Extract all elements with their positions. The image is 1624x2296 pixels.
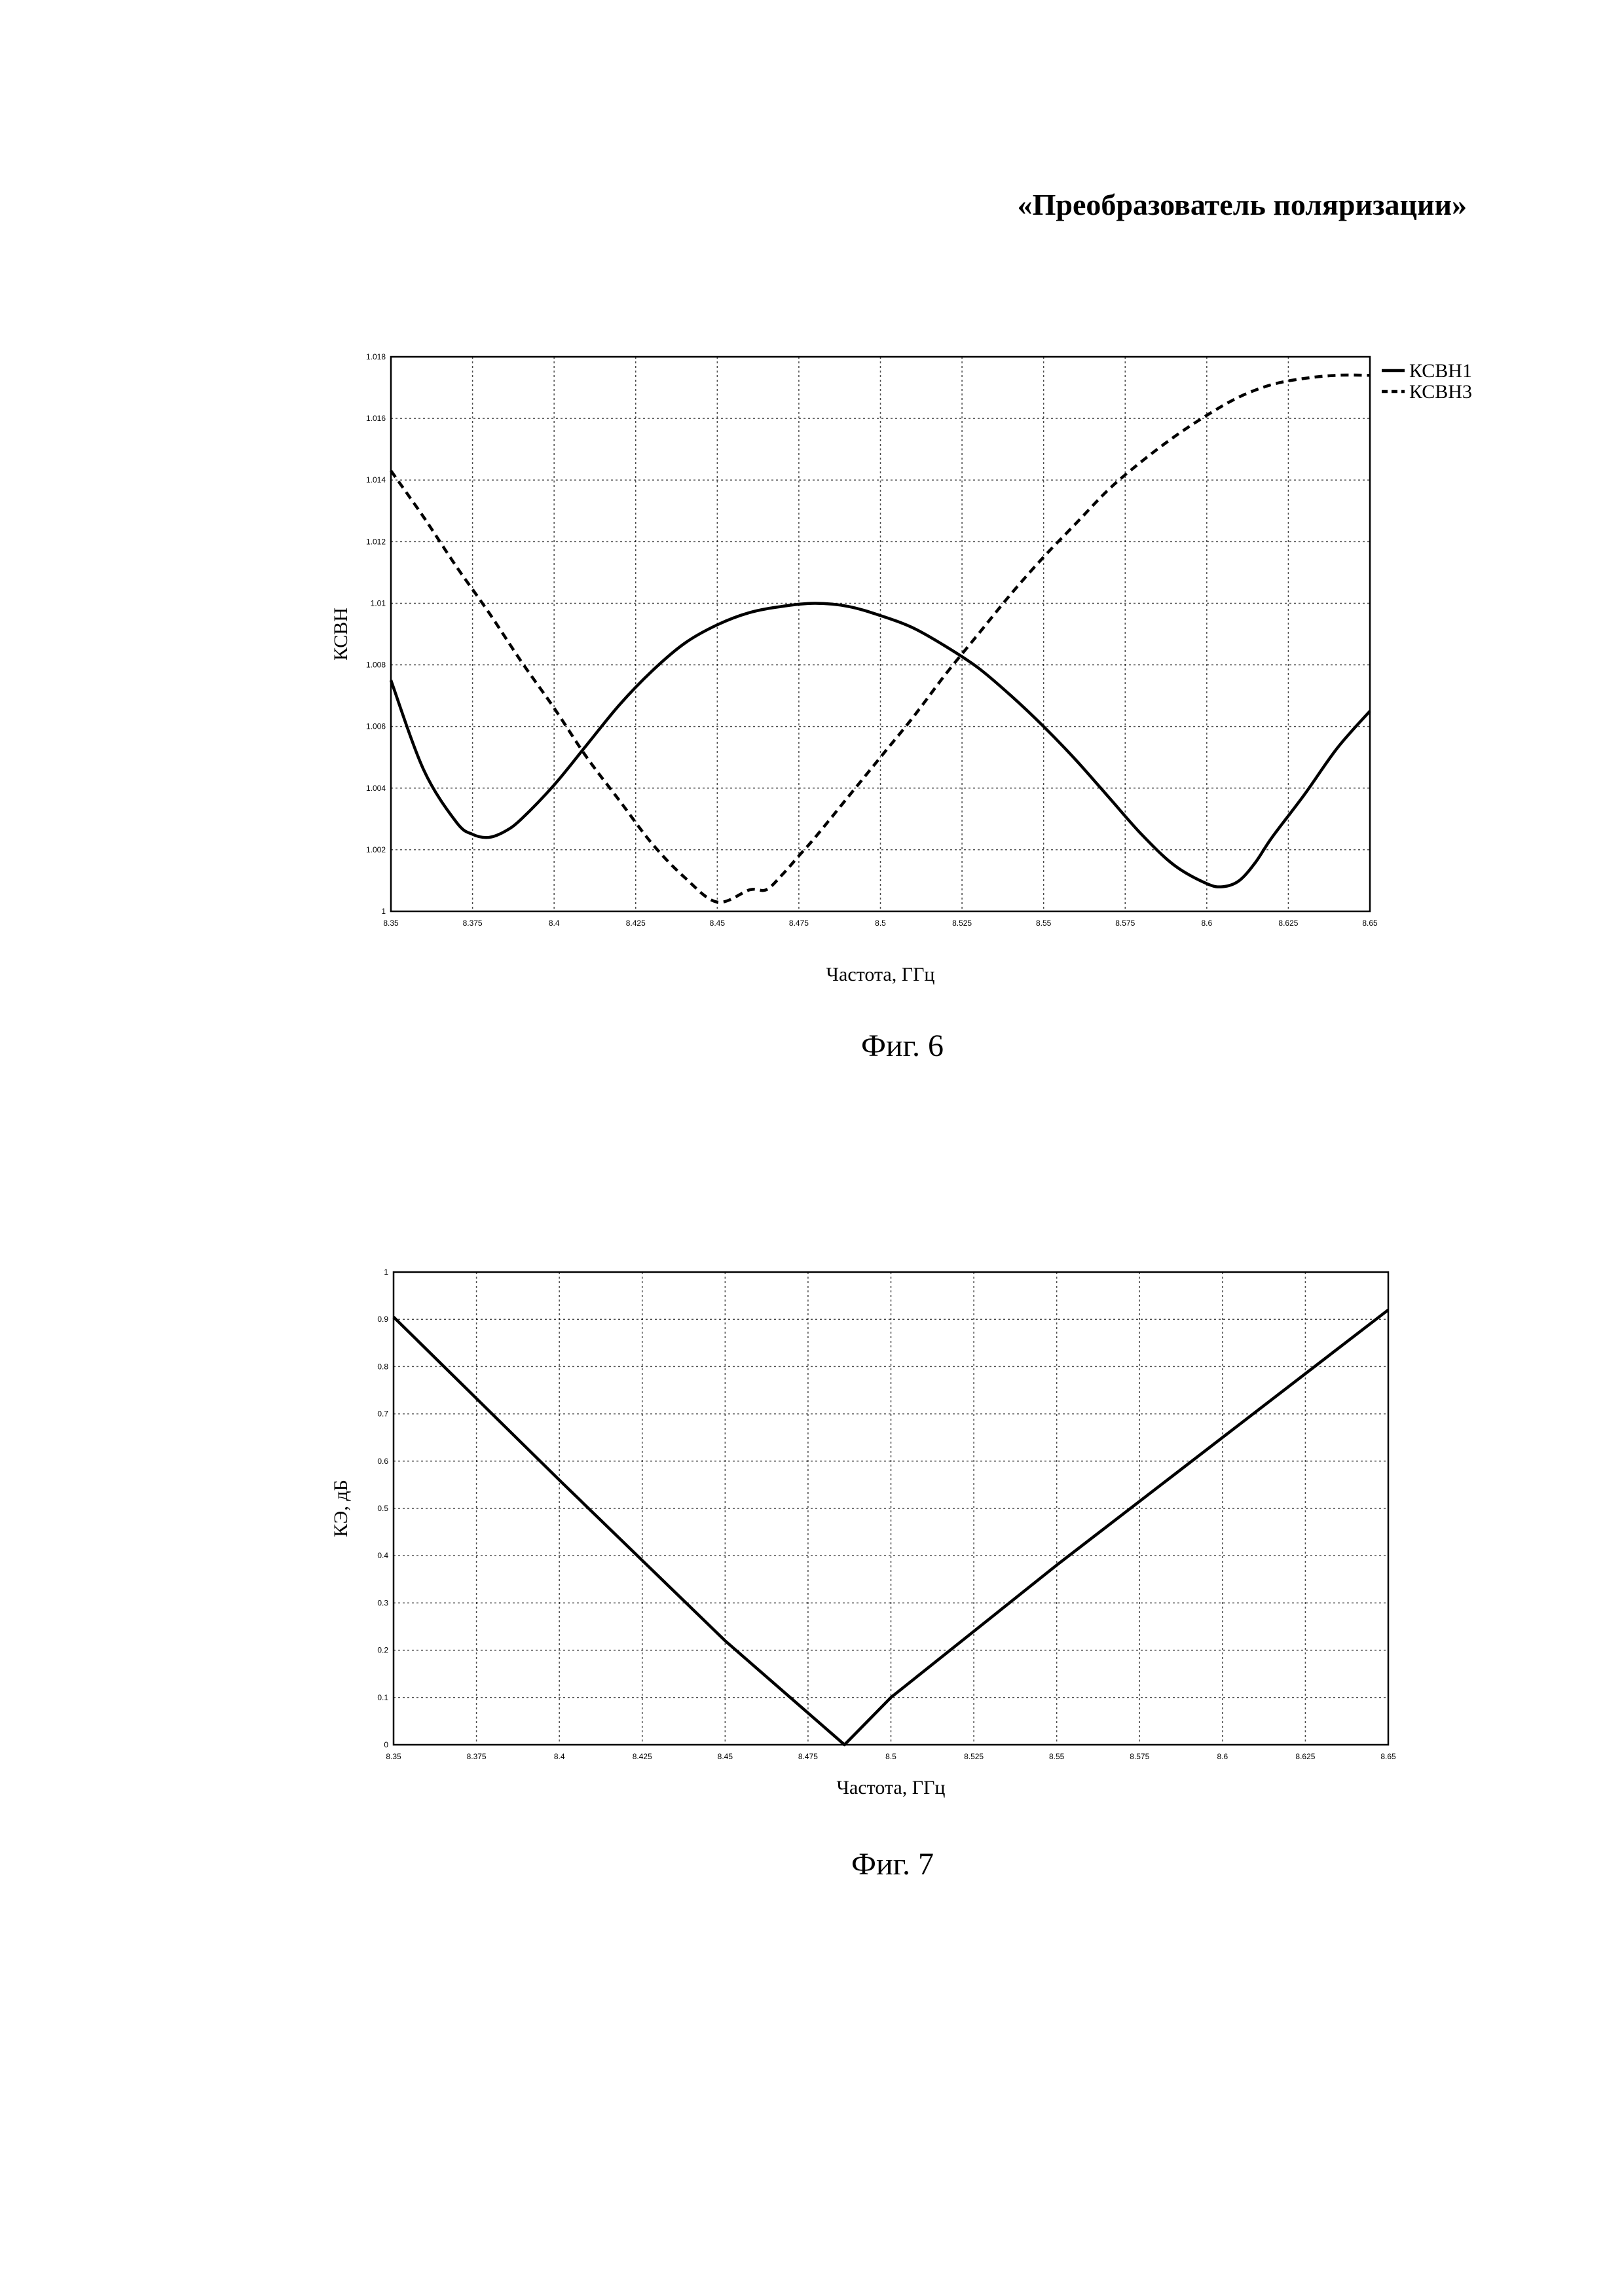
y-tick-label: 0.3 (377, 1598, 388, 1607)
y-tick-label: 0.2 (377, 1646, 388, 1655)
figure-7-caption: Фиг. 7 (851, 1846, 934, 1882)
x-tick-label: 8.5 (885, 1752, 896, 1761)
x-tick-label: 8.4 (554, 1752, 565, 1761)
x-tick-label: 8.525 (964, 1752, 984, 1761)
x-tick-label: 8.55 (1049, 1752, 1065, 1761)
y-tick-label: 0 (384, 1740, 388, 1749)
y-tick-label: 1 (384, 1267, 388, 1277)
figure-6-caption: Фиг. 6 (861, 1028, 944, 1064)
x-tick-label: 8.6 (1217, 1752, 1228, 1761)
x-tick-label: 8.625 (1295, 1752, 1315, 1761)
y-tick-label: 0.7 (377, 1410, 388, 1419)
x-tick-label: 8.575 (1130, 1752, 1149, 1761)
y-tick-label: 0.4 (377, 1551, 388, 1560)
y-tick-label: 0.1 (377, 1693, 388, 1702)
x-tick-label: 8.45 (718, 1752, 733, 1761)
plot-frame (394, 1272, 1388, 1745)
x-tick-label: 8.35 (386, 1752, 401, 1761)
y-tick-label: 0.6 (377, 1457, 388, 1466)
x-axis-label: Частота, ГГц (837, 1777, 946, 1798)
x-tick-label: 8.475 (798, 1752, 818, 1761)
x-tick-label: 8.375 (467, 1752, 487, 1761)
y-tick-label: 0.5 (377, 1504, 388, 1513)
x-tick-label: 8.65 (1380, 1752, 1396, 1761)
x-tick-label: 8.425 (633, 1752, 652, 1761)
y-tick-label: 0.9 (377, 1315, 388, 1324)
series-line-1 (394, 1310, 1388, 1745)
y-tick-label: 0.8 (377, 1362, 388, 1371)
y-axis-label: КЭ, дБ (330, 1480, 352, 1537)
